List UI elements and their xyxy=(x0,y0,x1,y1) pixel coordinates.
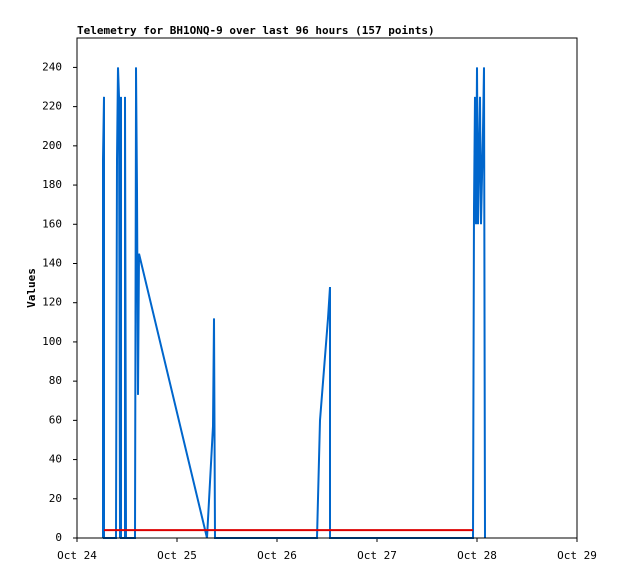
y-tick-label: 120 xyxy=(42,296,62,309)
y-tick-label: 20 xyxy=(49,492,62,505)
series-line xyxy=(102,67,486,539)
x-tick-label: Oct 24 xyxy=(57,549,97,562)
x-tick-label: Oct 26 xyxy=(257,549,297,562)
y-tick-label: 240 xyxy=(42,60,62,73)
x-tick-label: Oct 29 xyxy=(557,549,597,562)
x-tick-label: Oct 28 xyxy=(457,549,497,562)
y-axis-label: Values xyxy=(25,268,38,308)
chart-title: Telemetry for BH1ONQ-9 over last 96 hour… xyxy=(77,24,435,37)
y-tick-label: 100 xyxy=(42,335,62,348)
y-tick-label: 200 xyxy=(42,139,62,152)
y-tick-label: 80 xyxy=(49,374,62,387)
x-tick-label: Oct 25 xyxy=(157,549,197,562)
y-tick-label: 140 xyxy=(42,256,62,269)
y-tick-label: 220 xyxy=(42,100,62,113)
y-tick-label: 60 xyxy=(49,413,62,426)
y-tick-label: 180 xyxy=(42,178,62,191)
x-tick-label: Oct 27 xyxy=(357,549,397,562)
y-tick-label: 40 xyxy=(49,453,62,466)
plot-frame xyxy=(76,37,578,539)
y-tick-label: 160 xyxy=(42,217,62,230)
y-tick-label: 0 xyxy=(55,531,62,544)
